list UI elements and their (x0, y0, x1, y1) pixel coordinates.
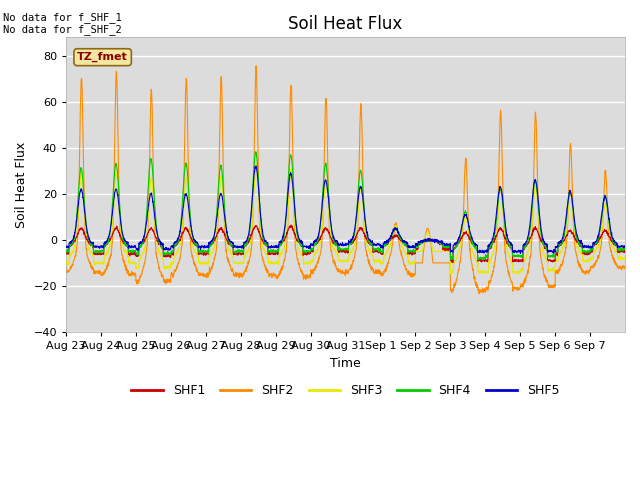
SHF3 (621, 254, 629, 260)
Line: SHF2: SHF2 (66, 66, 625, 294)
SHF4 (474, 257, 481, 263)
SHF3 (447, 271, 455, 277)
SHF4 (515, 254, 522, 260)
SHF2 (380, 271, 387, 277)
SHF3 (239, 260, 246, 266)
SHF4 (252, 149, 260, 155)
SHF5 (621, 244, 629, 250)
SHF3 (62, 260, 70, 265)
SHF5 (239, 243, 246, 249)
SHF2 (239, 272, 246, 278)
SHF3 (118, 238, 125, 243)
SHF3 (380, 261, 387, 266)
SHF3 (252, 161, 260, 167)
SHF2 (515, 286, 522, 291)
SHF5 (516, 251, 524, 256)
SHF1 (515, 259, 522, 264)
SHF2 (62, 267, 70, 273)
SHF4 (546, 253, 554, 259)
SHF4 (118, 228, 125, 234)
Legend: SHF1, SHF2, SHF3, SHF4, SHF5: SHF1, SHF2, SHF3, SHF4, SHF5 (127, 379, 564, 402)
SHF4 (614, 246, 621, 252)
SHF5 (514, 249, 522, 255)
SHF1 (239, 251, 246, 256)
SHF2 (252, 63, 260, 69)
SHF1 (287, 222, 295, 228)
SHF5 (380, 240, 387, 246)
SHF5 (614, 244, 621, 250)
SHF1 (118, 237, 125, 243)
SHF2 (614, 264, 621, 270)
Line: SHF1: SHF1 (66, 225, 625, 263)
SHF1 (62, 251, 70, 256)
SHF5 (546, 247, 554, 253)
Line: SHF4: SHF4 (66, 152, 625, 260)
SHF4 (239, 250, 246, 255)
Text: TZ_fmet: TZ_fmet (77, 52, 128, 62)
X-axis label: Time: Time (330, 357, 361, 370)
Line: SHF3: SHF3 (66, 164, 625, 274)
Y-axis label: Soil Heat Flux: Soil Heat Flux (15, 142, 28, 228)
SHF2 (546, 283, 554, 288)
Text: No data for f_SHF_1: No data for f_SHF_1 (3, 12, 122, 23)
SHF5 (252, 163, 260, 169)
SHF2 (476, 291, 483, 297)
Text: No data for f_SHF_2: No data for f_SHF_2 (3, 24, 122, 35)
SHF2 (621, 264, 629, 270)
Title: Soil Heat Flux: Soil Heat Flux (289, 15, 403, 33)
Line: SHF5: SHF5 (66, 166, 625, 253)
SHF1 (614, 249, 621, 255)
SHF1 (449, 260, 456, 265)
SHF5 (118, 228, 125, 234)
SHF3 (614, 251, 621, 256)
SHF4 (380, 244, 387, 250)
SHF2 (118, 252, 125, 257)
SHF1 (621, 248, 629, 254)
SHF4 (621, 245, 629, 251)
SHF3 (515, 269, 522, 275)
SHF3 (546, 267, 554, 273)
SHF4 (62, 249, 70, 255)
SHF5 (62, 243, 70, 249)
SHF1 (380, 244, 387, 250)
SHF1 (546, 257, 554, 263)
